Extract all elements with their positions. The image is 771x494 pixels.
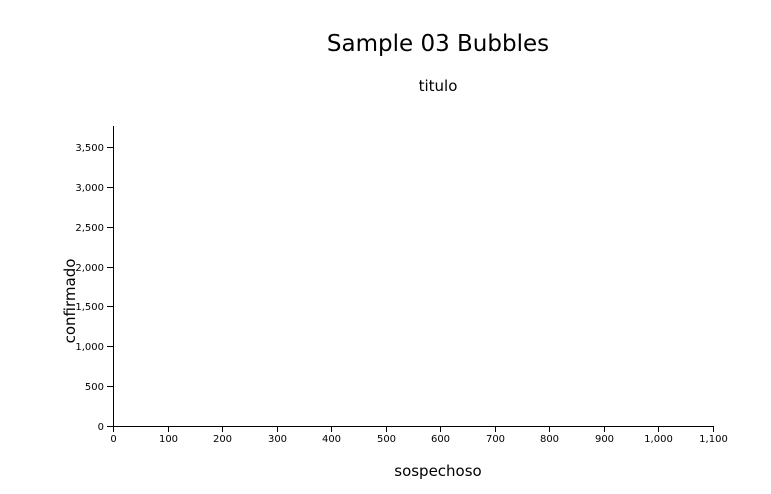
x-tick-label: 700 [486,434,505,445]
chart-title: Sample 03 Bubbles [327,31,549,57]
x-axis-ticks: 0 100 200 300 400 500 600 700 800 900 1,000 1,100 [110,426,728,445]
x-tick-label: 100 [159,434,178,445]
x-tick-label: 900 [595,434,614,445]
x-tick-label: 600 [431,434,450,445]
y-tick-label: 2,500 [75,223,104,234]
y-tick-label: 3,500 [75,143,104,154]
x-tick-label: 300 [268,434,287,445]
y-tick-label: 0 [98,422,104,433]
chart-subtitle: titulo [419,77,458,95]
x-tick-label: 200 [213,434,232,445]
x-tick-label: 500 [377,434,396,445]
x-tick-label: 400 [322,434,341,445]
y-tick-label: 500 [85,382,104,393]
y-tick-label: 3,000 [75,183,104,194]
y-axis-label: confirmado [61,259,79,344]
y-tick-label: 1,500 [75,302,104,313]
x-tick-label: 1,000 [644,434,673,445]
y-axis-ticks: 0 500 1,000 1,500 2,000 2,500 3,000 3,500 [75,143,113,433]
x-tick-label: 1,100 [699,434,728,445]
y-tick-label: 1,000 [75,342,104,353]
x-tick-label: 800 [540,434,559,445]
y-tick-label: 2,000 [75,263,104,274]
x-tick-label: 0 [110,434,116,445]
x-axis-label: sospechoso [394,462,481,480]
